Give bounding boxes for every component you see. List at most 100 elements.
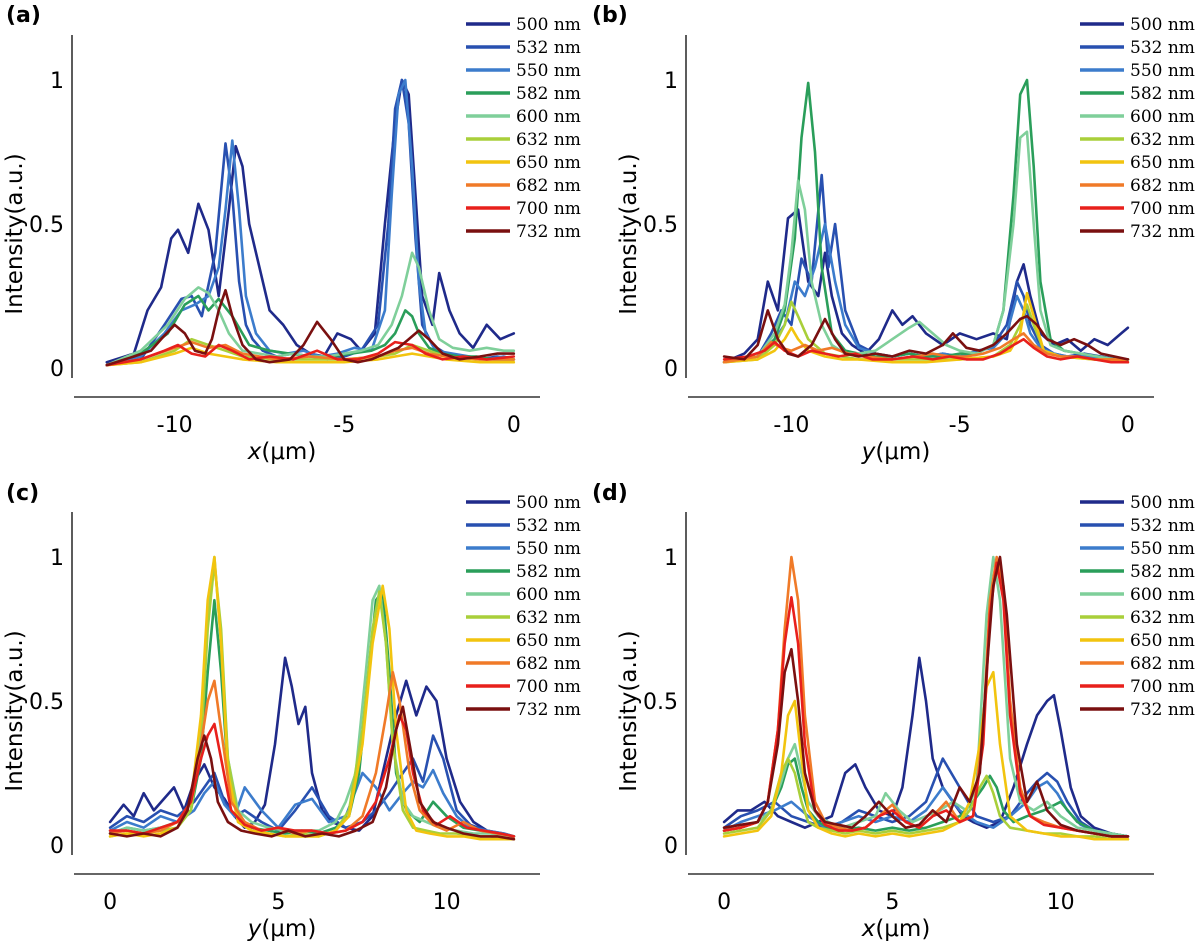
- legend-label: 500 nm: [516, 15, 581, 35]
- legend-label: 650 nm: [516, 153, 581, 173]
- series-line-500-nm: [722, 656, 1130, 838]
- series-line-682-nm: [105, 340, 516, 367]
- y-tick-label: 0.5: [29, 213, 64, 238]
- x-axis-title: x(μm): [861, 916, 931, 942]
- series-line-732-nm: [108, 705, 516, 841]
- legend-label: 632 nm: [1130, 608, 1195, 628]
- x-axis-title: x(μm): [247, 439, 317, 465]
- x-tick-label: 0: [507, 413, 521, 438]
- x-tick-label: 5: [885, 890, 899, 915]
- legend-label: 550 nm: [516, 539, 581, 559]
- y-tick-label: 1: [50, 546, 64, 571]
- legend-label: 682 nm: [1130, 654, 1195, 674]
- y-tick-label: 0: [50, 357, 64, 382]
- x-tick-label: -5: [333, 413, 355, 438]
- y-tick-label: 0: [50, 834, 64, 859]
- legend-label: 650 nm: [1130, 153, 1195, 173]
- y-tick-label: 0.5: [643, 213, 678, 238]
- series-line-600-nm: [722, 130, 1130, 364]
- x-tick-label: -10: [773, 413, 809, 438]
- legend-label: 532 nm: [516, 38, 581, 58]
- legend-label: 600 nm: [516, 107, 581, 127]
- series-line-732-nm: [105, 288, 516, 367]
- y-tick-label: 0.5: [29, 690, 64, 715]
- legend-label: 500 nm: [1130, 15, 1195, 35]
- legend-label: 500 nm: [1130, 493, 1195, 513]
- legend-label: 700 nm: [1130, 199, 1195, 219]
- series-line-550-nm: [108, 768, 516, 838]
- legend-label: 500 nm: [516, 493, 581, 513]
- series-line-500-nm: [108, 656, 516, 838]
- series-line-550-nm: [105, 78, 516, 367]
- series-line-600-nm: [722, 555, 1130, 838]
- legend-label: 582 nm: [516, 562, 581, 582]
- legend-label: 632 nm: [1130, 130, 1195, 150]
- legend-label: 700 nm: [516, 199, 581, 219]
- y-tick-label: 1: [664, 546, 678, 571]
- legend-label: 700 nm: [1130, 677, 1195, 697]
- panel-label: (c): [6, 481, 39, 506]
- legend-label: 532 nm: [1130, 516, 1195, 536]
- legend-label: 732 nm: [1130, 222, 1195, 242]
- legend-label: 582 nm: [1130, 562, 1195, 582]
- legend-label: 632 nm: [516, 608, 581, 628]
- x-tick-label: 0: [1121, 413, 1135, 438]
- legend-label: 550 nm: [1130, 539, 1195, 559]
- series-line-650-nm: [722, 670, 1130, 841]
- legend-label: 550 nm: [1130, 61, 1195, 81]
- panel-a: (a) 0 0.5 1 -10 -5 0 Intensity(a.u.) x(μm) 500 nm…: [2, 3, 581, 465]
- y-tick-label: 0.5: [643, 690, 678, 715]
- legend-label: 682 nm: [516, 176, 581, 196]
- y-axis-title: Intensity(a.u.): [2, 153, 28, 314]
- series-line-532-nm: [105, 78, 516, 367]
- y-axis-title: Intensity(a.u.): [616, 630, 642, 791]
- x-axis-title: y(μm): [247, 916, 317, 942]
- legend-label: 532 nm: [1130, 38, 1195, 58]
- panel-label: (b): [592, 3, 628, 28]
- panel-label: (a): [6, 3, 41, 28]
- legend: 500 nm 532 nm 550 nm 582 nm 600 nm 632 nm 650 …: [466, 15, 581, 242]
- series-line-582-nm: [722, 78, 1130, 364]
- series-line-700-nm: [105, 340, 516, 367]
- series-line-700-nm: [722, 561, 1130, 838]
- x-tick-label: 0: [103, 890, 117, 915]
- y-tick-label: 1: [50, 69, 64, 94]
- legend-label: 600 nm: [516, 585, 581, 605]
- legend-label: 650 nm: [516, 631, 581, 651]
- x-tick-label: 5: [271, 890, 285, 915]
- y-tick-label: 0: [664, 834, 678, 859]
- legend: 500 nm 532 nm 550 nm 582 nm 600 nm 632 nm 650 …: [1080, 15, 1195, 242]
- series-line-650-nm: [722, 291, 1130, 364]
- legend-label: 732 nm: [516, 222, 581, 242]
- panel-label: (d): [592, 481, 628, 506]
- x-tick-label: 10: [433, 890, 461, 915]
- legend-label: 600 nm: [1130, 107, 1195, 127]
- y-tick-label: 1: [664, 69, 678, 94]
- series-line-600-nm: [105, 251, 516, 367]
- series-line-732-nm: [722, 309, 1130, 361]
- legend-label: 582 nm: [516, 84, 581, 104]
- legend-label: 650 nm: [1130, 631, 1195, 651]
- legend-label: 682 nm: [1130, 176, 1195, 196]
- legend-label: 732 nm: [516, 700, 581, 720]
- x-tick-label: 10: [1047, 890, 1075, 915]
- series-line-532-nm: [722, 757, 1130, 838]
- legend-label: 532 nm: [516, 516, 581, 536]
- series-line-732-nm: [722, 555, 1130, 838]
- panel-b: (b) 0 0.5 1 -10 -5 0 Intensity(a.u.) y(μm) 500 nm…: [592, 3, 1195, 465]
- x-axis-title: y(μm): [861, 439, 931, 465]
- legend-label: 550 nm: [516, 61, 581, 81]
- legend-label: 682 nm: [516, 654, 581, 674]
- y-axis-title: Intensity(a.u.): [616, 153, 642, 314]
- legend-label: 632 nm: [516, 130, 581, 150]
- legend-label: 582 nm: [1130, 84, 1195, 104]
- legend-label: 600 nm: [1130, 585, 1195, 605]
- legend: 500 nm 532 nm 550 nm 582 nm 600 nm 632 nm 650 …: [1080, 493, 1195, 720]
- y-axis-title: Intensity(a.u.): [2, 630, 28, 791]
- series-line-682-nm: [722, 332, 1130, 364]
- legend-label: 700 nm: [516, 677, 581, 697]
- y-tick-label: 0: [664, 357, 678, 382]
